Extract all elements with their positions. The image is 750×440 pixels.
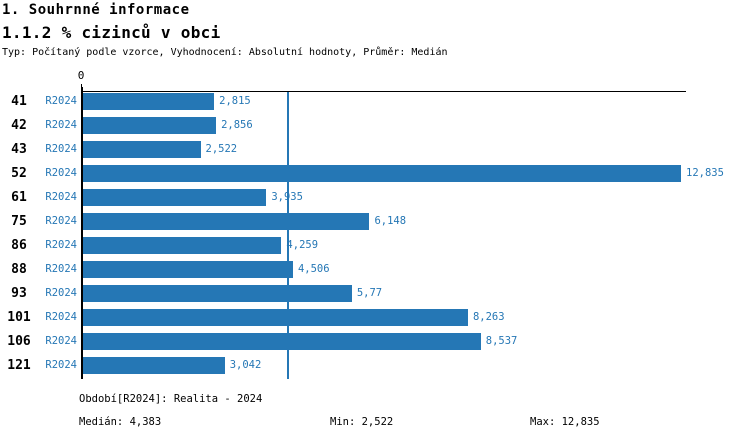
row-series-label: R2024 — [45, 215, 77, 227]
bar — [83, 237, 282, 254]
row-series-label: R2024 — [45, 95, 77, 107]
chart-row: 75 R2024 6,148 — [0, 213, 750, 230]
chart-row: 61 R2024 3,935 — [0, 189, 750, 206]
indicator-title: 1.1.2 % cizinců v obci — [2, 23, 221, 42]
bar — [83, 165, 681, 182]
row-series-label: R2024 — [45, 143, 77, 155]
footer-max: Max: 12,835 — [530, 416, 600, 428]
footer-median: Medián: 4,383 — [79, 416, 162, 428]
bar-value-label: 3,935 — [271, 191, 303, 203]
row-category-label: 41 — [11, 94, 27, 109]
row-category-label: 43 — [11, 142, 27, 157]
bar-value-label: 4,259 — [286, 239, 319, 251]
row-series-label: R2024 — [45, 359, 77, 371]
bar — [83, 141, 201, 158]
bar — [83, 309, 468, 326]
x-axis-line — [81, 91, 686, 92]
row-category-label: 52 — [11, 166, 27, 181]
footer-min: Min: 2,522 — [330, 416, 394, 428]
bar-value-label: 2,522 — [205, 143, 238, 155]
bar-value-label: 3,042 — [229, 359, 262, 371]
row-category-label: 86 — [11, 238, 27, 253]
row-category-label: 75 — [11, 214, 27, 229]
bar — [83, 333, 481, 350]
report-section-title: 1. Souhrnné informace — [2, 2, 190, 18]
bar — [83, 117, 217, 134]
row-series-label: R2024 — [45, 191, 77, 203]
bar-value-label: 12,835 — [686, 167, 724, 179]
row-category-label: 106 — [7, 334, 31, 349]
chart-row: 88 R2024 4,506 — [0, 261, 750, 278]
row-series-label: R2024 — [45, 263, 77, 275]
chart-row: 43 R2024 2,522 — [0, 141, 750, 158]
row-category-label: 42 — [11, 118, 27, 133]
row-series-label: R2024 — [45, 311, 77, 323]
bar-value-label: 2,856 — [221, 119, 253, 131]
chart-row: 106 R2024 8,537 — [0, 333, 750, 350]
row-category-label: 93 — [11, 286, 27, 301]
footer-period: Období[R2024]: Realita - 2024 — [79, 393, 263, 405]
bar-value-label: 5,77 — [356, 287, 383, 299]
bar-value-label: 8,537 — [485, 335, 518, 347]
chart-row: 41 R2024 2,815 — [0, 93, 750, 110]
bar — [83, 285, 352, 302]
y-axis-line — [80, 87, 83, 379]
x-axis-zero-label: 0 — [77, 69, 85, 82]
row-category-label: 61 — [11, 190, 27, 205]
row-category-label: 88 — [11, 262, 27, 277]
row-series-label: R2024 — [45, 119, 77, 131]
row-series-label: R2024 — [45, 335, 77, 347]
bar — [83, 93, 215, 110]
chart-row: 101 R2024 8,263 — [0, 309, 750, 326]
chart-row: 93 R2024 5,77 — [0, 285, 750, 302]
chart-row: 86 R2024 4,259 — [0, 237, 750, 254]
row-series-label: R2024 — [45, 167, 77, 179]
row-category-label: 121 — [7, 358, 31, 373]
chart-row: 42 R2024 2,856 — [0, 117, 750, 134]
bar — [83, 189, 267, 206]
bar-value-label: 8,263 — [472, 311, 505, 323]
bar-value-label: 6,148 — [374, 215, 407, 227]
bar — [83, 213, 370, 230]
bar — [83, 261, 293, 278]
bar — [83, 357, 225, 374]
row-category-label: 101 — [7, 310, 31, 325]
row-series-label: R2024 — [45, 287, 77, 299]
row-series-label: R2024 — [45, 239, 77, 251]
bar-value-label: 2,815 — [219, 95, 251, 107]
indicator-meta-line: Typ: Počítaný podle vzorce, Vyhodnocení:… — [2, 47, 448, 58]
bar-value-label: 4,506 — [297, 263, 330, 275]
median-line — [287, 92, 289, 379]
chart-row: 52 R2024 12,835 — [0, 165, 750, 182]
chart-row: 121 R2024 3,042 — [0, 357, 750, 374]
